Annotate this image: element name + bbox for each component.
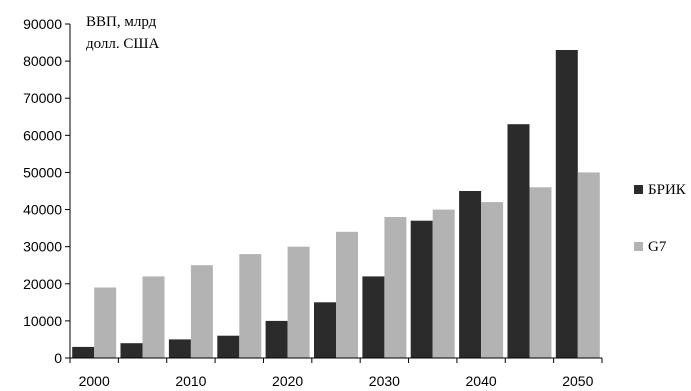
bar-brik bbox=[168, 339, 191, 358]
y-tick-label: 0 bbox=[54, 350, 62, 366]
x-tick-label: 2000 bbox=[79, 373, 110, 389]
bar-brik bbox=[314, 302, 336, 358]
bar-brik bbox=[217, 335, 240, 358]
bar-brik bbox=[120, 343, 143, 358]
x-tick-label: 2010 bbox=[175, 373, 206, 389]
x-axis-ticks: 2000 2010 2020 2030 2040 2050 bbox=[69, 358, 603, 389]
legend-swatch-brik bbox=[634, 185, 643, 194]
x-tick-label: 2050 bbox=[562, 373, 593, 389]
y-axis-label-line-1: ВВП, млрд bbox=[86, 14, 157, 30]
bar-g7 bbox=[336, 231, 358, 358]
y-tick-label: 50000 bbox=[23, 164, 62, 180]
bar-g7 bbox=[577, 172, 600, 358]
bar-g7 bbox=[287, 246, 310, 358]
y-tick-label: 10000 bbox=[23, 313, 62, 329]
bar-g7 bbox=[384, 217, 407, 358]
y-tick-label: 80000 bbox=[23, 53, 62, 69]
bar-g7 bbox=[190, 265, 213, 358]
x-tick-label: 2040 bbox=[466, 373, 497, 389]
x-tick-label: 2020 bbox=[272, 373, 303, 389]
y-tick-label: 40000 bbox=[23, 202, 62, 218]
y-axis-ticks: 0 10000 20000 30000 40000 50000 60000 70000 8000… bbox=[23, 16, 70, 366]
axes bbox=[69, 24, 602, 359]
legend-label-g7: G7 bbox=[648, 239, 667, 255]
y-tick-label: 60000 bbox=[23, 127, 62, 143]
y-tick-label: 30000 bbox=[23, 239, 62, 255]
legend-label-brik: БРИК bbox=[648, 182, 687, 198]
bar-brik bbox=[265, 320, 288, 358]
bar-g7 bbox=[94, 287, 117, 358]
bar-g7 bbox=[481, 202, 504, 358]
bar-g7 bbox=[432, 209, 455, 358]
bar-brik bbox=[459, 191, 482, 358]
bar-g7 bbox=[142, 276, 165, 358]
bar-brik bbox=[362, 276, 385, 358]
bar-brik bbox=[410, 220, 433, 358]
legend: БРИК G7 bbox=[634, 182, 687, 255]
bar-g7 bbox=[529, 187, 552, 358]
y-tick-label: 90000 bbox=[23, 16, 62, 32]
bar-brik bbox=[507, 124, 530, 358]
bar-brik bbox=[555, 50, 578, 358]
x-tick-label: 2030 bbox=[369, 373, 400, 389]
y-tick-label: 70000 bbox=[23, 90, 62, 106]
bars bbox=[72, 50, 600, 358]
legend-swatch-g7 bbox=[634, 242, 643, 251]
bar-g7 bbox=[239, 254, 262, 358]
bar-brik bbox=[72, 346, 95, 358]
y-tick-label: 20000 bbox=[23, 276, 62, 292]
y-axis-label-line-2: долл. США bbox=[86, 36, 160, 52]
